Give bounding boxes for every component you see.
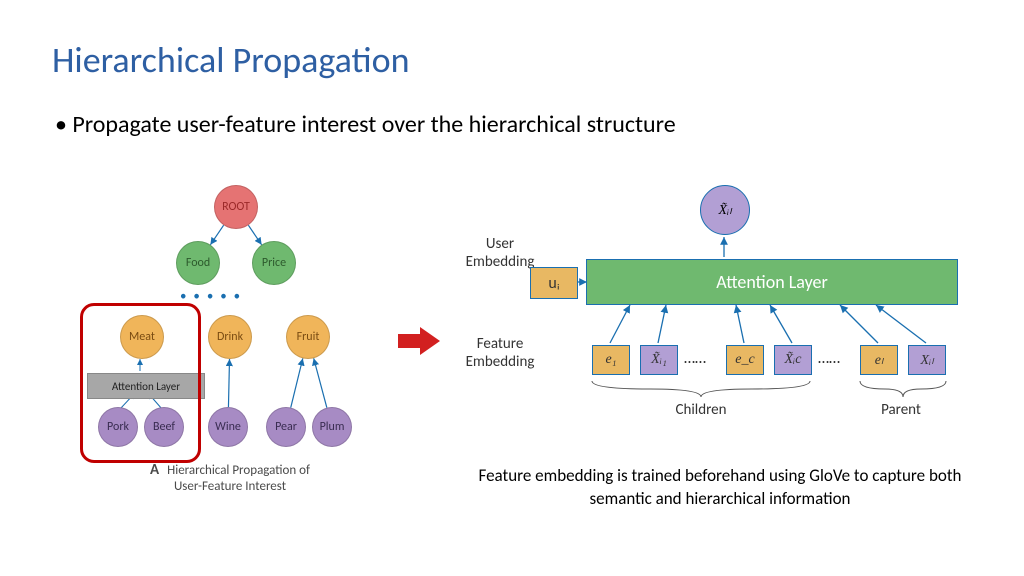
- tree-node-drink: Drink: [208, 315, 252, 359]
- feature-box-1: X̃ᵢ₁: [640, 345, 678, 375]
- tree-node-pear: Pear: [266, 407, 306, 447]
- tree-node-plum: Plum: [312, 407, 352, 447]
- user-embedding-label: UserEmbedding: [460, 235, 540, 271]
- footer-note: Feature embedding is trained beforehand …: [460, 465, 980, 511]
- feature-box-4: eₗ: [860, 345, 898, 375]
- tree-node-root: ROOT: [214, 185, 258, 229]
- feature-box-5: Xᵢₗ: [908, 345, 946, 375]
- tree-node-fruit: Fruit: [286, 315, 330, 359]
- tree-dotted: • • • • •: [180, 289, 242, 304]
- output-node: X̃ᵢₗ: [700, 185, 750, 235]
- big-arrow-icon: [398, 324, 444, 358]
- highlight-box: [80, 303, 201, 463]
- ellipsis: ……: [818, 349, 840, 368]
- caption-letter: A: [150, 461, 159, 479]
- feature-box-3: X̃ᵢc: [774, 345, 812, 375]
- tree-diagram: ROOTFoodPriceMeatDrinkFruitPorkBeefWineP…: [90, 185, 390, 525]
- tree-caption: A Hierarchical Propagation ofUser-Feature…: [120, 461, 340, 494]
- brace-parent: Parent: [856, 401, 946, 419]
- user-embedding-box: uᵢ: [530, 267, 578, 299]
- brace-children: Children: [590, 401, 812, 419]
- bullet-text: Propagate user-feature interest over the…: [55, 110, 676, 139]
- attention-layer-box: Attention Layer: [586, 259, 958, 305]
- ellipsis: ……: [684, 349, 706, 368]
- attention-diagram: X̃ᵢₗ UserEmbedding uᵢ Attention Layer Fe…: [470, 185, 980, 445]
- feature-box-0: e₁: [592, 345, 630, 375]
- feature-embedding-label: FeatureEmbedding: [460, 335, 540, 371]
- tree-node-wine: Wine: [208, 407, 248, 447]
- tree-node-price: Price: [252, 241, 296, 285]
- slide: Hierarchical Propagation Propagate user-…: [0, 0, 1024, 576]
- feature-box-2: e_c: [726, 345, 764, 375]
- tree-node-food: Food: [176, 241, 220, 285]
- slide-title: Hierarchical Propagation: [52, 38, 410, 82]
- caption-text: Hierarchical Propagation ofUser-Feature …: [167, 463, 310, 494]
